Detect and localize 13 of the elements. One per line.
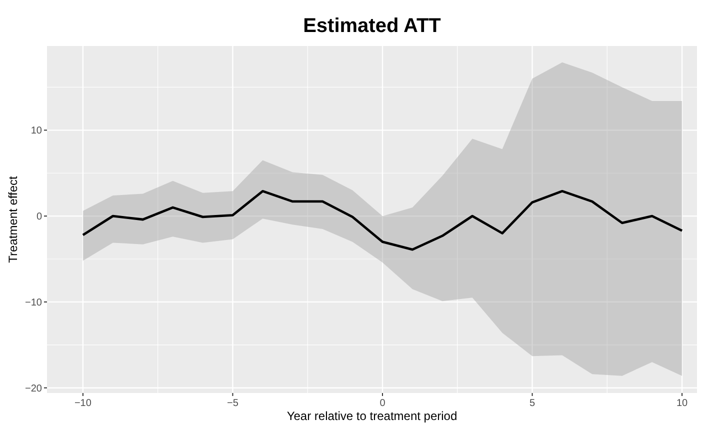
x-axis-title: Year relative to treatment period — [286, 409, 458, 423]
y-axis-title: Treatment effect — [6, 175, 20, 263]
chart-title: Estimated ATT — [303, 15, 441, 37]
x-tick-label: −5 — [227, 398, 239, 409]
y-tick-label: −20 — [25, 383, 42, 394]
y-tick-label: −10 — [25, 297, 42, 308]
x-tick-label: 0 — [380, 398, 386, 409]
line-series — [82, 190, 684, 251]
y-tick-label: 10 — [30, 126, 42, 137]
x-tick-label: −10 — [74, 398, 92, 409]
y-tick-label: 0 — [36, 212, 42, 223]
x-tick-label: 10 — [676, 398, 688, 409]
x-tick-label: 5 — [529, 398, 536, 409]
